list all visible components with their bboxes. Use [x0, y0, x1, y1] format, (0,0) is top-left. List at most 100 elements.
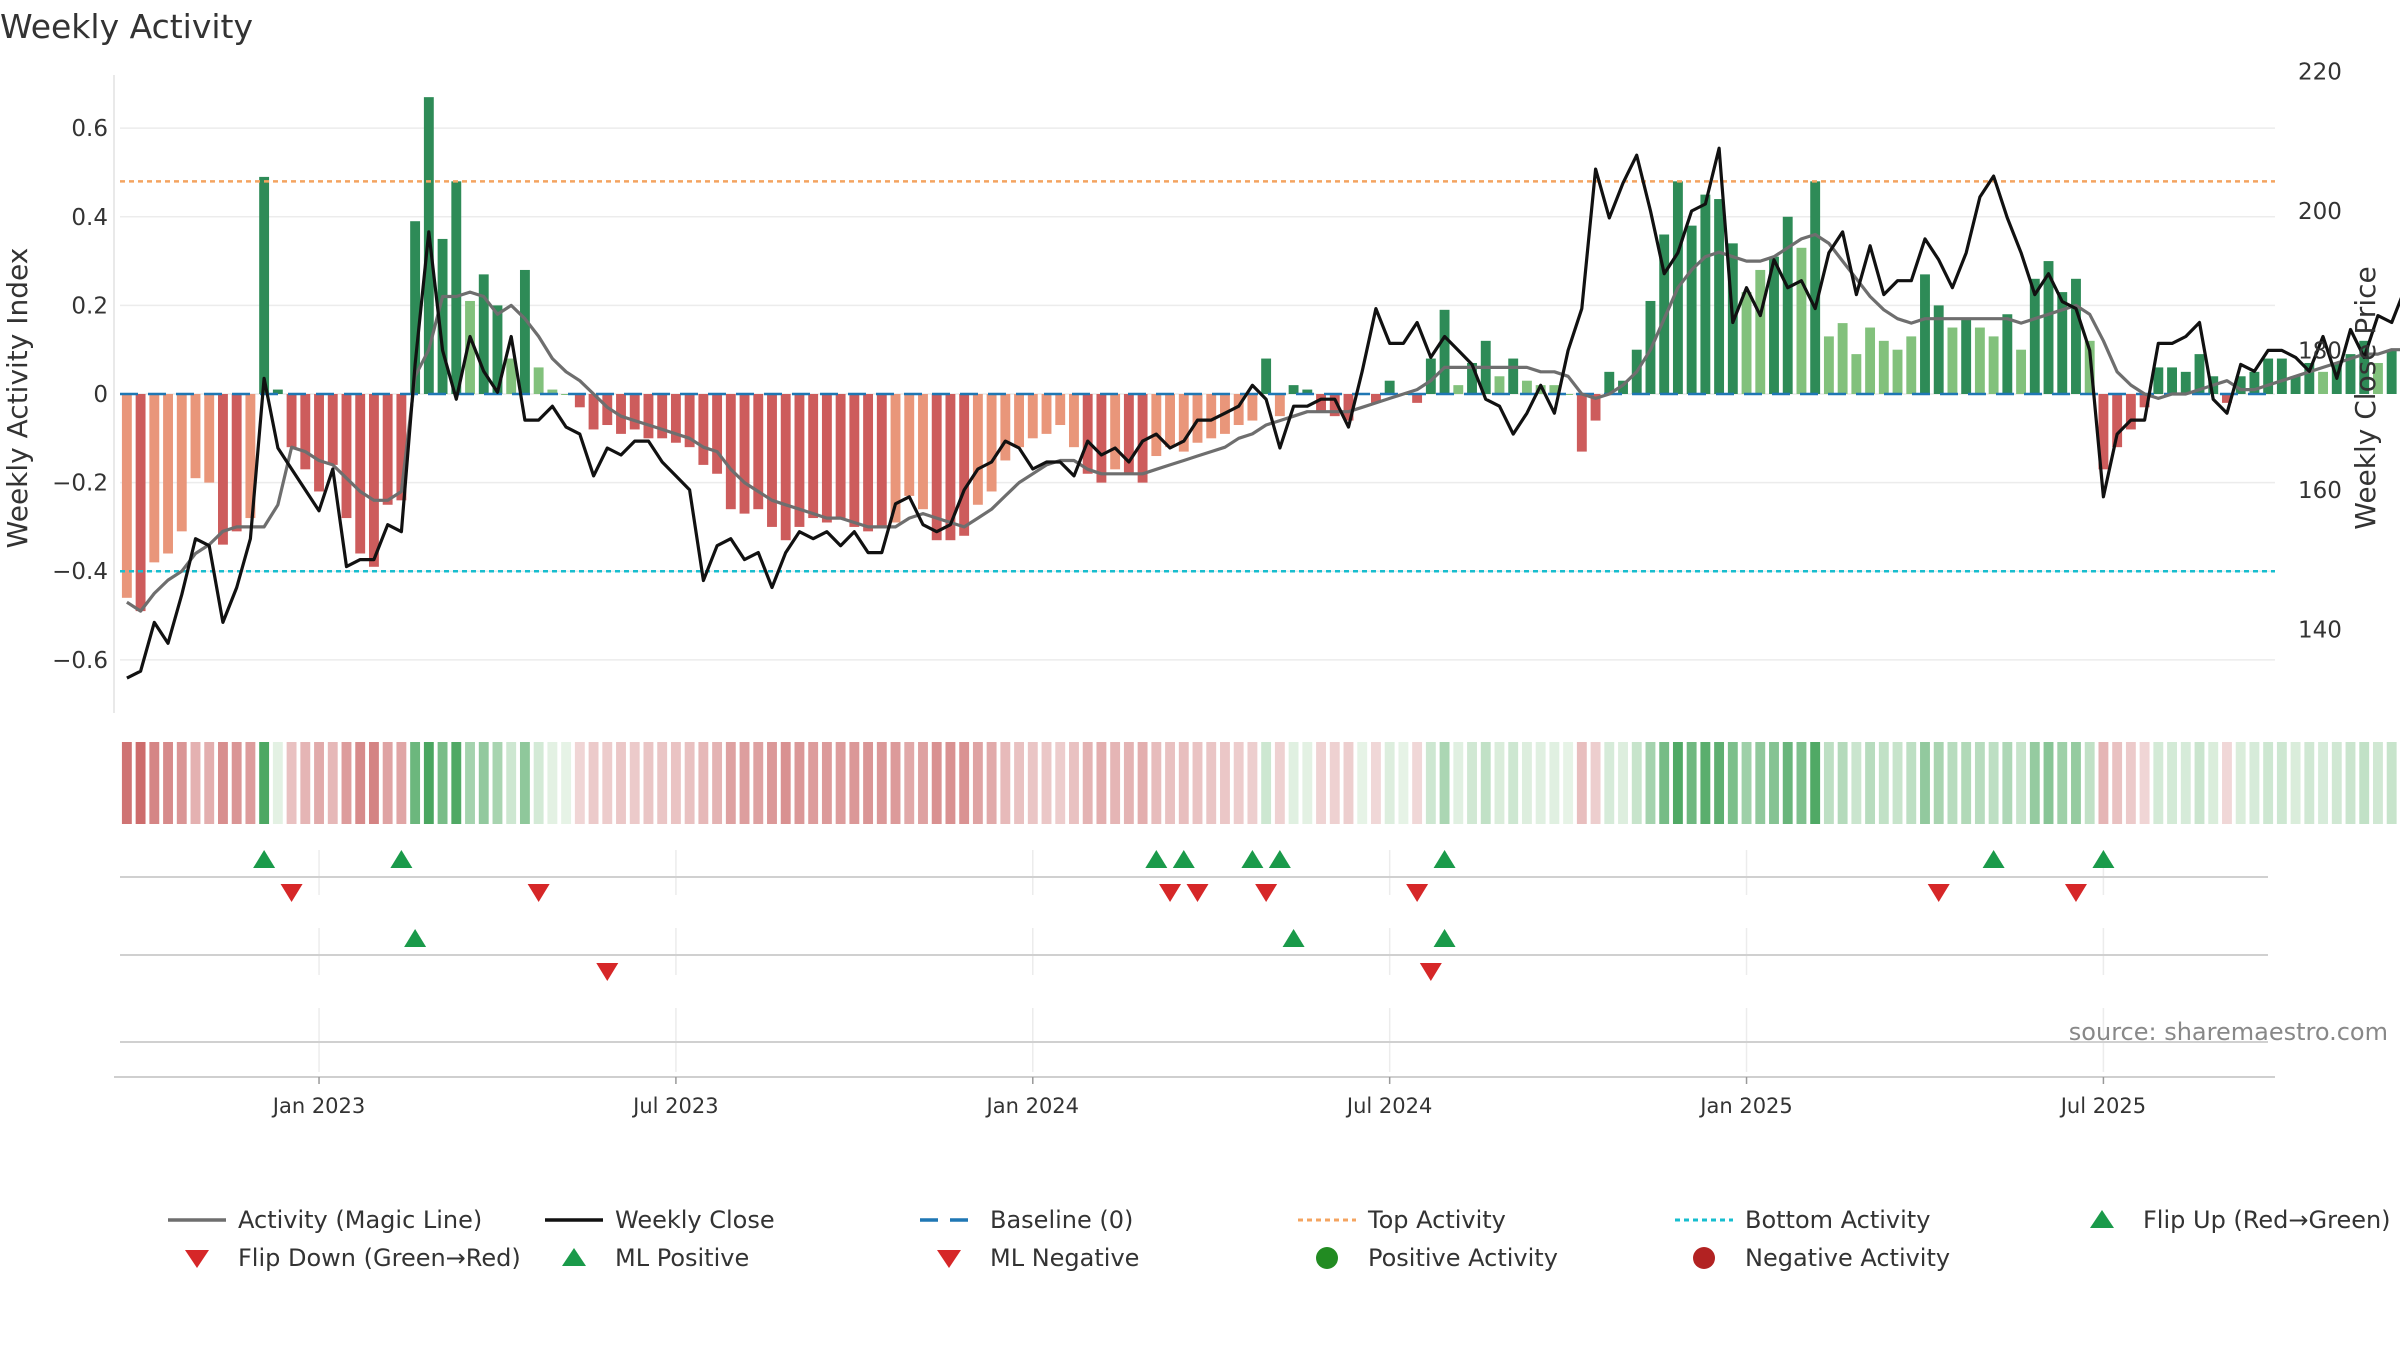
activity-bar [1920, 274, 1930, 394]
heat-cell [355, 742, 366, 824]
activity-bar [314, 394, 324, 492]
heat-cell [1288, 742, 1299, 824]
activity-bar [1769, 256, 1779, 394]
y-tick-label: −0.6 [52, 648, 108, 674]
heat-cell [2222, 742, 2232, 824]
heat-cell [1027, 742, 1038, 824]
activity-bar [1659, 234, 1670, 394]
heat-cell [2002, 742, 2013, 824]
activity-bar [725, 394, 736, 510]
activity-bar [1014, 394, 1025, 448]
activity-bar [2345, 354, 2356, 394]
y2-tick-label: 200 [2298, 199, 2342, 225]
heat-cell [1576, 742, 1587, 824]
heat-cell [1316, 742, 1326, 824]
heat-cell [808, 742, 819, 824]
heat-cell [588, 742, 599, 824]
activity-bar [190, 394, 201, 479]
activity-bar [1508, 358, 1519, 394]
activity-bar [1851, 354, 1862, 394]
heat-cell [1343, 742, 1354, 824]
ml-positive-marker [404, 929, 427, 947]
heat-cell [1796, 742, 1807, 824]
heat-cell [643, 742, 654, 824]
legend-entry: Baseline (0) [920, 1206, 1133, 1234]
activity-bar [2359, 340, 2370, 394]
activity-bar [327, 394, 338, 465]
activity-bar [643, 394, 654, 439]
y-tick-label: 0.2 [71, 293, 108, 319]
heat-cell [1700, 742, 1711, 824]
y2-tick-label: 220 [2298, 60, 2342, 86]
heat-cell [767, 742, 777, 824]
heat-cell [314, 742, 324, 824]
heat-cell [2112, 742, 2123, 824]
heat-cell [1508, 742, 1519, 824]
legend-swatch [1693, 1247, 1715, 1269]
heat-cell [1961, 742, 1972, 824]
heat-cell [1220, 742, 1230, 824]
activity-bar [616, 394, 626, 434]
heat-cell [492, 742, 503, 824]
activity-bar [259, 176, 270, 394]
activity-bar [1192, 394, 1203, 443]
heat-cell [698, 742, 709, 824]
heat-cell [780, 742, 791, 824]
activity-bar [1892, 349, 1903, 394]
activity-bar [1988, 336, 1999, 394]
activity-bar [135, 394, 146, 612]
activity-bar [2153, 367, 2164, 394]
signal-markers [120, 850, 2268, 1043]
activity-bar [492, 305, 503, 394]
flip-up-marker [390, 850, 413, 868]
x-tick-label: Jan 2023 [271, 1094, 366, 1118]
heat-cell [547, 742, 558, 824]
flip-up-marker [1433, 850, 1456, 868]
activity-bar [1906, 336, 1917, 394]
heat-cell [300, 742, 311, 824]
activity-bar [1714, 199, 1725, 394]
activity-bar [1521, 380, 1532, 394]
heat-cell [1782, 742, 1793, 824]
heat-cell [725, 742, 736, 824]
activity-bar [835, 394, 846, 519]
heat-cell [341, 742, 352, 824]
heat-cell [1837, 742, 1848, 824]
heat-cell [1865, 742, 1876, 824]
heat-cell [1604, 742, 1615, 824]
heat-cell [670, 742, 681, 824]
activity-bar [684, 394, 695, 448]
activity-bar [1261, 358, 1272, 394]
heat-cell [1041, 742, 1052, 824]
flip-down-marker [280, 884, 303, 902]
legend-swatch [2090, 1210, 2114, 1228]
activity-bar [808, 394, 819, 519]
legend-label: Weekly Close [615, 1206, 775, 1234]
legend-entry: Top Activity [1298, 1206, 1506, 1234]
heat-cell [1274, 742, 1285, 824]
heat-cell [1233, 742, 1244, 824]
activity-bar [1865, 327, 1876, 394]
heat-cell [739, 742, 750, 824]
activity-bar [629, 394, 640, 430]
heat-cell [629, 742, 640, 824]
heat-cell [437, 742, 448, 824]
y-tick-label: −0.4 [52, 559, 108, 585]
legend-swatch [937, 1250, 961, 1268]
activity-bar [1700, 194, 1711, 394]
heat-cell [1810, 742, 1821, 824]
activity-bar [121, 394, 132, 598]
activity-bar [231, 394, 242, 532]
activity-bar [1288, 385, 1299, 394]
activity-bar [2016, 349, 2027, 394]
legend-swatch [562, 1248, 586, 1266]
flip-down-marker [1927, 884, 1950, 902]
heat-cell [1494, 742, 1505, 824]
activity-bar [1974, 327, 1985, 394]
heat-cell [1535, 742, 1546, 824]
heat-cell [1302, 742, 1313, 824]
activity-bar [1233, 394, 1244, 426]
heat-cell [657, 742, 668, 824]
heat-cell [1165, 742, 1175, 824]
